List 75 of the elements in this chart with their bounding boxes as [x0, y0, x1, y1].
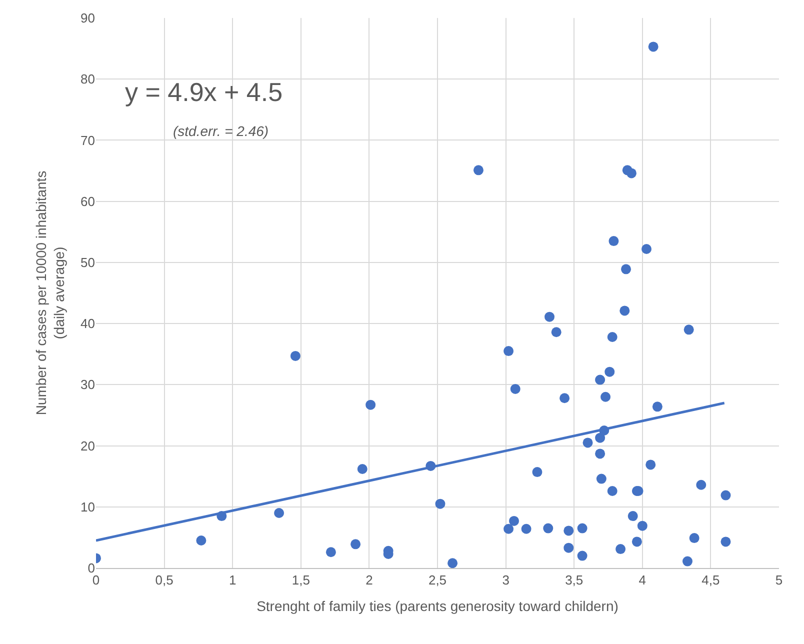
point [682, 556, 692, 566]
point [596, 474, 606, 484]
point [326, 547, 336, 558]
point [642, 244, 652, 254]
point [551, 327, 562, 338]
point [595, 374, 606, 385]
point [196, 536, 206, 546]
point [720, 536, 731, 547]
x-tick-label: 5 [775, 572, 783, 588]
point [696, 480, 706, 490]
point [504, 346, 514, 356]
point [621, 264, 632, 274]
point [510, 384, 520, 394]
point [473, 165, 484, 176]
point [607, 486, 618, 496]
point [604, 366, 615, 377]
y-tick-label: 20 [80, 438, 95, 454]
x-tick-label: 0,5 [155, 572, 174, 588]
point [648, 42, 658, 52]
x-tick-label: 1,5 [292, 572, 310, 588]
x-tick-label: 4,5 [702, 572, 720, 588]
point [620, 306, 630, 316]
x-tick-label: 3 [502, 572, 510, 588]
point [564, 526, 574, 536]
point [560, 393, 570, 404]
point [595, 432, 606, 443]
annotation: y = 4.9x + 4.5 [125, 77, 283, 107]
y-tick-label: 40 [80, 316, 95, 332]
y-tick-label: 0 [88, 560, 95, 576]
point [504, 524, 514, 534]
point [521, 524, 532, 534]
x-tick-label: 2 [366, 572, 373, 588]
x-tick-label: 3,5 [565, 572, 584, 588]
point [544, 312, 555, 322]
point [632, 536, 642, 547]
point [577, 523, 588, 534]
point [689, 533, 700, 544]
point [577, 550, 588, 561]
point [366, 400, 376, 410]
y-tick-label: 60 [80, 194, 95, 209]
point [448, 558, 458, 568]
point [532, 467, 542, 478]
point [564, 542, 574, 553]
point [290, 350, 300, 361]
point [350, 539, 361, 550]
point [600, 392, 611, 402]
point [274, 508, 284, 518]
point [595, 448, 606, 459]
x-tick-label: 1 [228, 572, 236, 588]
point [628, 511, 638, 522]
point [720, 490, 731, 500]
y-tick-label: 80 [80, 72, 95, 87]
point [582, 438, 593, 448]
point [543, 523, 554, 534]
x-axis-title: Strenght of family ties (parents generosity toward childern) [256, 598, 618, 614]
point [646, 460, 656, 470]
point [357, 464, 368, 474]
point [607, 332, 618, 342]
y-tick-label: 50 [80, 254, 95, 270]
y-tick-label: 10 [80, 499, 95, 514]
y-axis-title: Number of cases per 10000 inhabitants (daily average) [32, 170, 68, 416]
point [509, 516, 519, 526]
point [684, 324, 694, 335]
point [608, 236, 619, 246]
point [616, 544, 626, 554]
point [652, 402, 662, 412]
point [435, 498, 446, 509]
y-tick-label: 70 [80, 132, 95, 148]
y-tick-label: 90 [80, 10, 95, 26]
y-tick-label: 30 [80, 377, 95, 392]
point [637, 520, 648, 531]
x-tick-label: 4 [638, 572, 646, 588]
annotation: (std.err. = 2.46) [173, 123, 269, 139]
point [626, 168, 636, 178]
x-tick-label: 2,5 [428, 572, 447, 588]
